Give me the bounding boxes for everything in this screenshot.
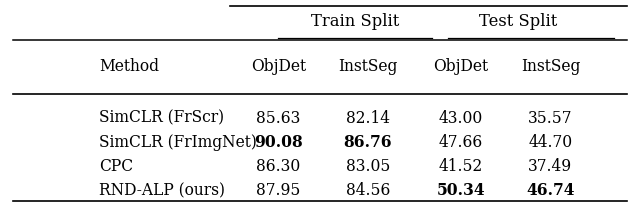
Text: 47.66: 47.66 bbox=[438, 134, 483, 151]
Text: 84.56: 84.56 bbox=[346, 182, 390, 199]
Text: 50.34: 50.34 bbox=[436, 182, 485, 199]
Text: RND-ALP (ours): RND-ALP (ours) bbox=[99, 182, 225, 199]
Text: CPC: CPC bbox=[99, 158, 133, 175]
Text: 83.05: 83.05 bbox=[346, 158, 390, 175]
Text: 86.30: 86.30 bbox=[256, 158, 301, 175]
Text: Test Split: Test Split bbox=[479, 13, 557, 30]
Text: 43.00: 43.00 bbox=[438, 110, 483, 127]
Text: 35.57: 35.57 bbox=[528, 110, 573, 127]
Text: ObjDet: ObjDet bbox=[251, 58, 306, 75]
Text: 46.74: 46.74 bbox=[526, 182, 575, 199]
Text: 90.08: 90.08 bbox=[254, 134, 303, 151]
Text: Train Split: Train Split bbox=[311, 13, 399, 30]
Text: 37.49: 37.49 bbox=[529, 158, 572, 175]
Text: 87.95: 87.95 bbox=[256, 182, 301, 199]
Text: SimCLR (FrImgNet): SimCLR (FrImgNet) bbox=[99, 134, 257, 151]
Text: InstSeg: InstSeg bbox=[521, 58, 580, 75]
Text: ObjDet: ObjDet bbox=[433, 58, 488, 75]
Text: 82.14: 82.14 bbox=[346, 110, 390, 127]
Text: 44.70: 44.70 bbox=[529, 134, 572, 151]
Text: 41.52: 41.52 bbox=[438, 158, 483, 175]
Text: 86.76: 86.76 bbox=[344, 134, 392, 151]
Text: 85.63: 85.63 bbox=[256, 110, 301, 127]
Text: InstSeg: InstSeg bbox=[339, 58, 397, 75]
Text: Method: Method bbox=[99, 58, 159, 75]
Text: SimCLR (FrScr): SimCLR (FrScr) bbox=[99, 110, 225, 127]
